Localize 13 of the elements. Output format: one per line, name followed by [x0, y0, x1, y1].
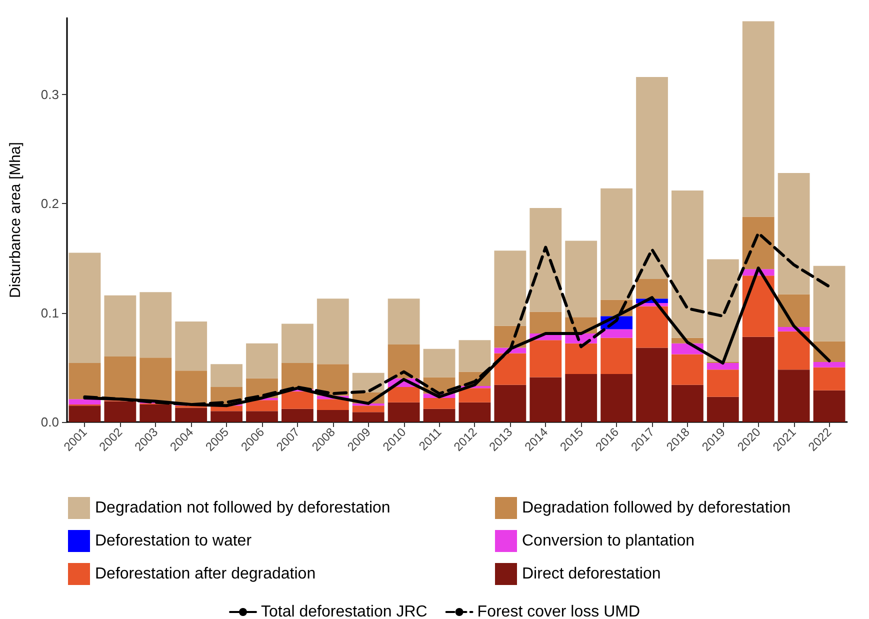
y-axis-title: Disturbance area [Mha] [7, 142, 24, 298]
legend-label: Deforestation to water [95, 532, 252, 550]
legend-label: Deforestation after degradation [95, 566, 316, 582]
legend-label: Conversion to plantation [522, 532, 695, 550]
y-tick-label: 0.3 [40, 86, 59, 102]
legend-label: Direct deforestation [522, 566, 661, 582]
legend-label: Degradation not followed by deforestation [95, 500, 390, 516]
legend-label: Degradation followed by deforestation [522, 500, 791, 516]
legend-label: Total deforestation JRC [261, 604, 428, 619]
legend-label: Forest cover loss UMD [477, 604, 640, 619]
y-tick-label: 0.2 [40, 196, 59, 212]
y-tick-label: 0.0 [40, 414, 59, 430]
y-tick-label: 0.1 [40, 305, 59, 320]
